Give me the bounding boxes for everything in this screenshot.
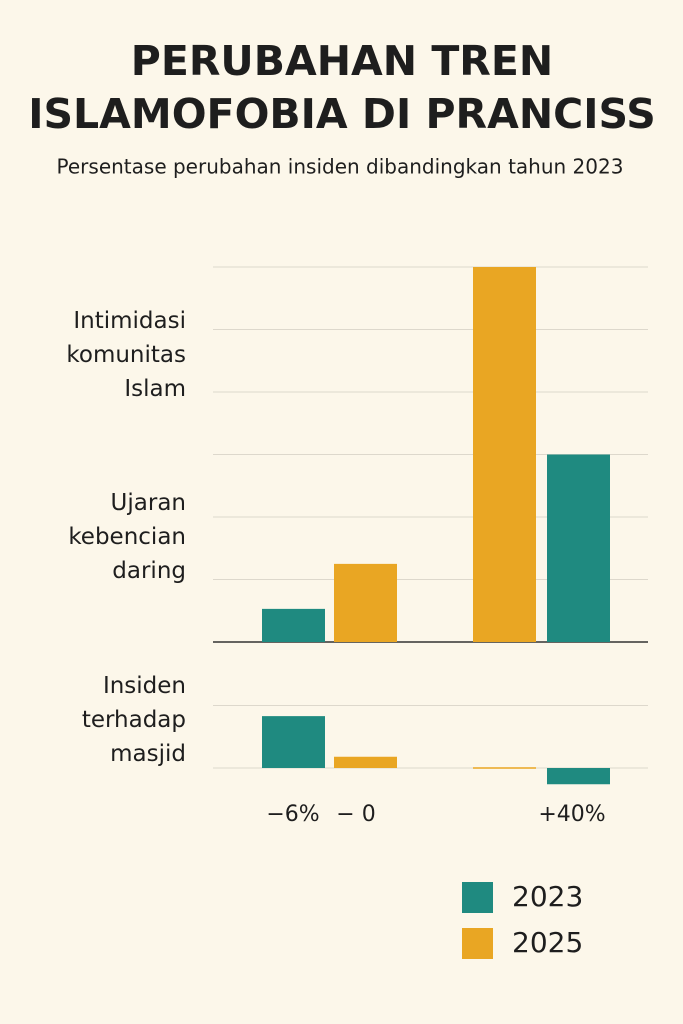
legend-swatch (462, 928, 493, 959)
x-label: − 0 (336, 802, 375, 827)
chart-subtitle: Persentase perubahan insiden dibandingka… (57, 155, 624, 179)
bar (334, 756, 397, 768)
legend-label: 2025 (512, 926, 583, 959)
bar (547, 768, 610, 785)
bar (262, 608, 325, 642)
row-label: Ujaran kebencian daring (68, 490, 186, 584)
row-label: Insiden terhadap masjid (81, 673, 186, 767)
legend-label: 2023 (512, 880, 583, 913)
bar (547, 454, 610, 642)
x-label: −6% (266, 802, 319, 827)
chart-title: ISLAMOFOBIA DI PRANCISS (28, 90, 655, 138)
bar (262, 716, 325, 768)
legend-swatch (462, 882, 493, 913)
bar (473, 767, 536, 769)
x-label: +40% (538, 802, 605, 827)
bar (473, 267, 536, 642)
chart-title: PERUBAHAN TREN (131, 37, 553, 85)
bar (334, 563, 397, 642)
row-label: Intimidasi komunitas Islam (66, 308, 186, 402)
